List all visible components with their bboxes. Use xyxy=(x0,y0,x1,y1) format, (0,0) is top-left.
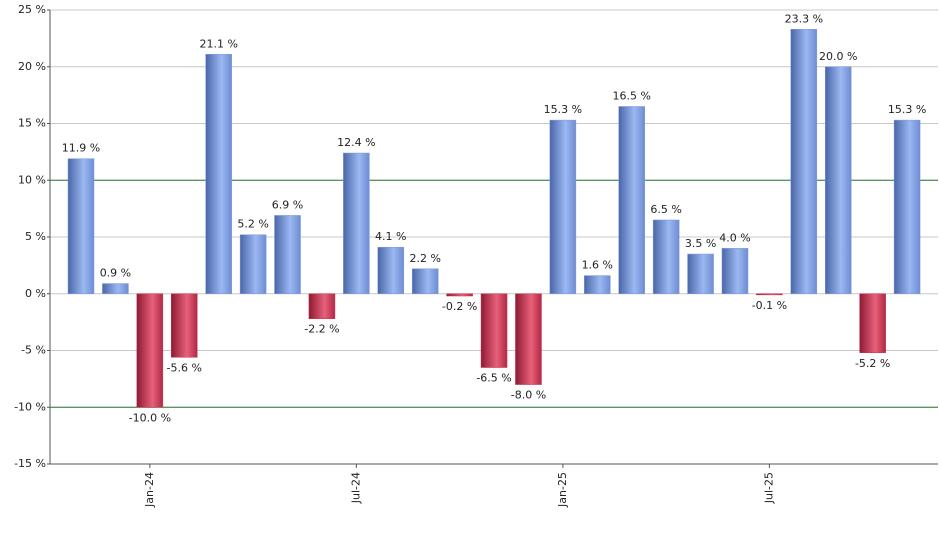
value-label: -6.5 % xyxy=(476,372,511,385)
bar xyxy=(308,293,336,319)
x-tick-label: Jul-25 xyxy=(762,472,775,504)
bar xyxy=(859,293,886,354)
bar xyxy=(343,152,370,294)
value-label: 4.0 % xyxy=(719,231,750,244)
bar xyxy=(893,119,921,294)
value-label: 5.2 % xyxy=(237,218,268,231)
y-tick-label: 0 % xyxy=(25,287,46,300)
value-label: 0.9 % xyxy=(100,267,131,280)
value-label: 23.3 % xyxy=(785,12,823,25)
bar xyxy=(549,119,577,294)
value-label: 15.3 % xyxy=(544,103,582,116)
bar xyxy=(67,158,95,294)
y-tick-label: -15 % xyxy=(14,457,46,470)
value-label: 16.5 % xyxy=(612,89,650,102)
y-tick-label: 5 % xyxy=(25,230,46,243)
value-label: 20.0 % xyxy=(819,50,857,63)
x-tick-label: Jul-24 xyxy=(349,472,362,504)
bar xyxy=(584,275,611,294)
bar xyxy=(687,253,714,294)
value-label: -0.1 % xyxy=(752,299,787,312)
value-label: 2.2 % xyxy=(409,252,440,265)
value-label: 3.5 % xyxy=(685,237,716,250)
bar xyxy=(446,293,473,297)
value-label: -5.6 % xyxy=(167,361,202,374)
value-label: 21.1 % xyxy=(199,37,237,50)
bar xyxy=(618,106,645,294)
bar xyxy=(652,219,680,295)
value-label: 6.5 % xyxy=(650,203,681,216)
bar xyxy=(205,54,232,294)
value-label: -5.2 % xyxy=(855,357,890,370)
bar xyxy=(790,29,818,294)
bar xyxy=(239,234,267,294)
bar xyxy=(377,246,405,294)
value-label: 11.9 % xyxy=(62,142,100,155)
bar xyxy=(136,293,164,408)
y-tick-label: -5 % xyxy=(21,344,46,357)
bar xyxy=(824,66,852,294)
bar xyxy=(274,215,301,294)
value-label: -2.2 % xyxy=(304,323,339,336)
y-tick-label: 15 % xyxy=(18,117,46,130)
bar xyxy=(480,293,508,368)
bar xyxy=(515,293,542,385)
bar xyxy=(102,283,129,295)
y-tick-label: 10 % xyxy=(18,173,46,186)
value-label: 15.3 % xyxy=(888,103,926,116)
bar xyxy=(721,248,749,295)
bar xyxy=(171,293,198,358)
value-label: 12.4 % xyxy=(337,136,375,149)
bar xyxy=(411,268,439,294)
value-label: 4.1 % xyxy=(375,230,406,243)
value-label: 6.9 % xyxy=(272,198,303,211)
bar xyxy=(756,293,783,296)
x-tick-label: Jan-24 xyxy=(143,472,156,508)
value-label: -0.2 % xyxy=(442,300,477,313)
y-tick-label: -10 % xyxy=(14,400,46,413)
y-tick-label: 20 % xyxy=(18,60,46,73)
value-label: 1.6 % xyxy=(582,259,613,272)
x-tick-label: Jan-25 xyxy=(556,472,569,508)
y-tick-label: 25 % xyxy=(18,3,46,16)
value-label: -8.0 % xyxy=(511,389,546,402)
value-label: -10.0 % xyxy=(129,411,171,424)
